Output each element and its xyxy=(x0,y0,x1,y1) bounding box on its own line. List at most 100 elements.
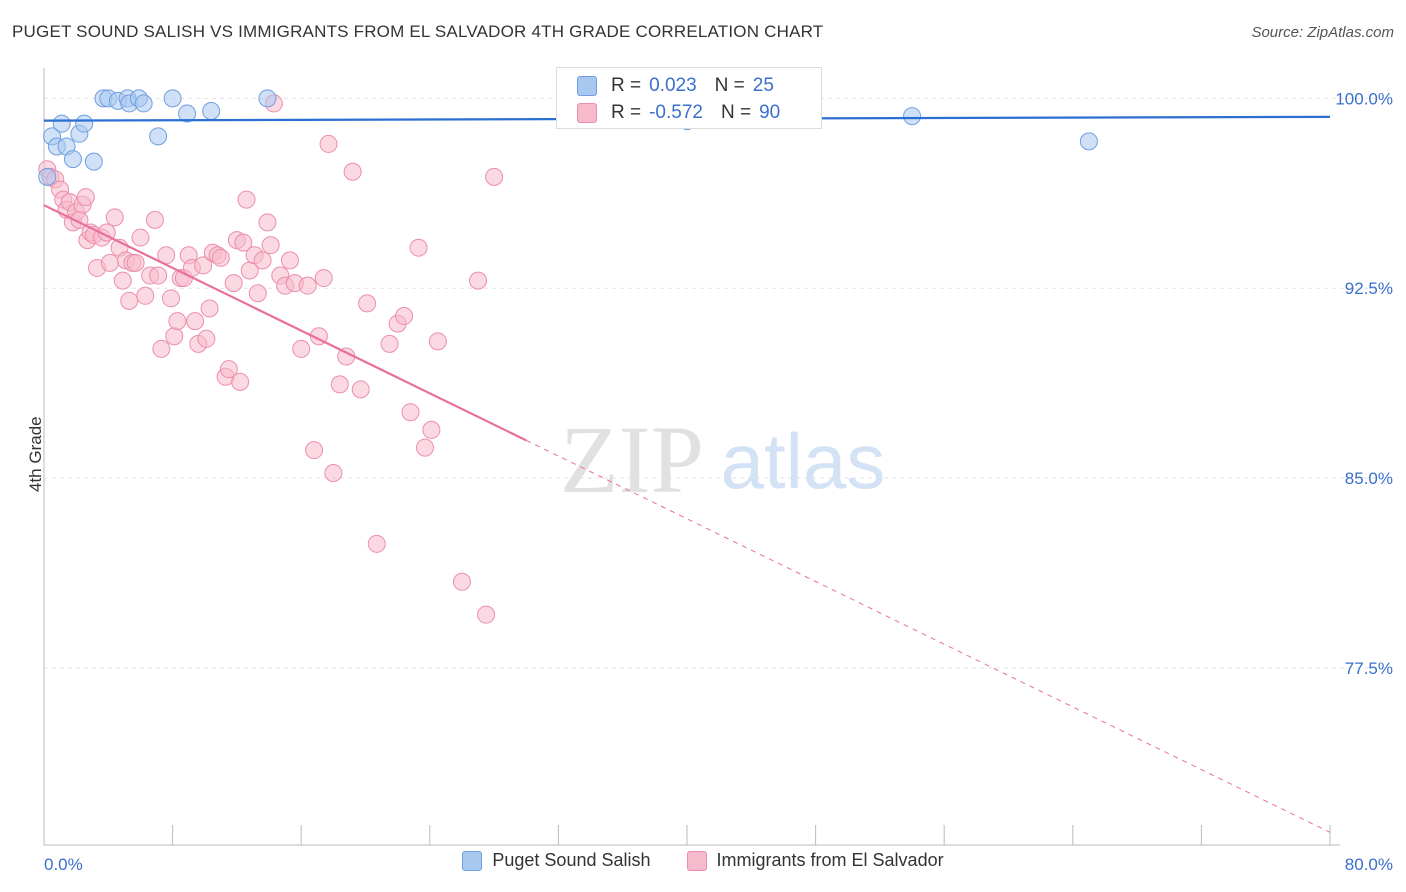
point-immigrants-el-salvador xyxy=(126,253,145,272)
trend-line-extension-immigrants-el-salvador xyxy=(526,439,1331,833)
point-immigrants-el-salvador xyxy=(428,332,447,351)
point-puget-sound-salish xyxy=(134,94,153,113)
point-immigrants-el-salvador xyxy=(409,238,428,257)
point-immigrants-el-salvador xyxy=(452,572,471,591)
point-immigrants-el-salvador xyxy=(224,274,243,293)
tick-labels: 100.0% 92.5% 85.0% 77.5% 0.0% 80.0% xyxy=(44,89,1393,874)
point-immigrants-el-salvador xyxy=(469,271,488,290)
point-immigrants-el-salvador xyxy=(161,289,180,308)
point-immigrants-el-salvador xyxy=(248,284,267,303)
legend-item-immigrants-from-el-salvador: Immigrants from El Salvador xyxy=(686,850,944,871)
point-immigrants-el-salvador xyxy=(261,236,280,255)
point-immigrants-el-salvador xyxy=(194,256,213,275)
point-immigrants-el-salvador xyxy=(219,360,238,379)
point-immigrants-el-salvador xyxy=(258,213,277,232)
point-immigrants-el-salvador xyxy=(231,372,250,391)
chart-legend: Puget Sound Salish Immigrants from El Sa… xyxy=(0,850,1406,871)
point-puget-sound-salish xyxy=(149,127,168,146)
point-immigrants-el-salvador xyxy=(168,312,187,331)
point-puget-sound-salish xyxy=(903,107,922,126)
point-immigrants-el-salvador xyxy=(330,375,349,394)
stats-row-pink: R = -0.572 N = 90 xyxy=(577,99,780,127)
point-immigrants-el-salvador xyxy=(76,188,95,207)
point-puget-sound-salish xyxy=(1079,132,1098,151)
point-immigrants-el-salvador xyxy=(314,269,333,288)
point-immigrants-el-salvador xyxy=(380,334,399,353)
point-immigrants-el-salvador xyxy=(145,210,164,229)
x-tick-label: 0.0% xyxy=(44,855,83,874)
legend-item-puget-sound-salish: Puget Sound Salish xyxy=(462,850,651,871)
point-puget-sound-salish xyxy=(84,152,103,171)
point-immigrants-el-salvador xyxy=(485,167,504,186)
point-immigrants-el-salvador xyxy=(211,248,230,267)
r-value: -0.572 xyxy=(649,102,703,123)
point-puget-sound-salish xyxy=(52,114,71,133)
stats-swatch-blue xyxy=(577,76,597,96)
point-immigrants-el-salvador xyxy=(197,329,216,348)
point-immigrants-el-salvador xyxy=(136,286,155,305)
point-immigrants-el-salvador xyxy=(477,605,496,624)
stats-row-blue: R = 0.023 N = 25 xyxy=(577,72,774,100)
point-immigrants-el-salvador xyxy=(120,291,139,310)
point-immigrants-el-salvador xyxy=(234,233,253,252)
y-tick-label: 77.5% xyxy=(1345,659,1393,678)
point-immigrants-el-salvador xyxy=(292,339,311,358)
point-puget-sound-salish xyxy=(163,89,182,108)
source-credit: Source: ZipAtlas.com xyxy=(1251,24,1394,41)
point-puget-sound-salish xyxy=(38,167,57,186)
point-immigrants-el-salvador xyxy=(237,190,256,209)
legend-swatch-blue xyxy=(462,850,483,871)
stats-swatch-pink xyxy=(577,103,597,123)
point-immigrants-el-salvador xyxy=(324,463,343,482)
point-immigrants-el-salvador xyxy=(131,228,150,247)
point-immigrants-el-salvador xyxy=(152,339,171,358)
point-immigrants-el-salvador xyxy=(298,276,317,295)
point-immigrants-el-salvador xyxy=(149,266,168,285)
point-immigrants-el-salvador xyxy=(100,253,119,272)
n-value: 25 xyxy=(752,75,774,96)
point-immigrants-el-salvador xyxy=(358,294,377,313)
point-immigrants-el-salvador xyxy=(305,441,324,460)
point-immigrants-el-salvador xyxy=(422,420,441,439)
watermark-zip: ZIP xyxy=(560,406,704,513)
legend-swatch-pink xyxy=(686,850,707,871)
n-label: N = xyxy=(720,102,752,123)
point-immigrants-el-salvador xyxy=(395,307,414,326)
point-immigrants-el-salvador xyxy=(186,312,205,331)
data-points xyxy=(38,89,1098,624)
point-immigrants-el-salvador xyxy=(165,327,184,346)
y-axis-title: 4th Grade xyxy=(26,416,45,492)
y-tick-label: 100.0% xyxy=(1335,89,1393,108)
point-immigrants-el-salvador xyxy=(319,134,338,153)
y-tick-label: 92.5% xyxy=(1345,279,1393,298)
n-value: 90 xyxy=(759,102,781,123)
point-immigrants-el-salvador xyxy=(253,251,272,270)
stats-box: R = 0.023 N = 25 R = -0.572 N = 90 xyxy=(556,67,822,129)
point-immigrants-el-salvador xyxy=(280,251,299,270)
point-immigrants-el-salvador xyxy=(401,403,420,422)
axes xyxy=(43,68,1340,846)
point-immigrants-el-salvador xyxy=(367,534,386,553)
chart-title: PUGET SOUND SALISH VS IMMIGRANTS FROM EL… xyxy=(12,22,824,41)
watermark: ZIP atlas xyxy=(560,406,885,513)
point-puget-sound-salish xyxy=(202,102,221,121)
trend-line-immigrants-el-salvador xyxy=(43,204,527,442)
point-immigrants-el-salvador xyxy=(105,208,124,227)
point-puget-sound-salish xyxy=(63,150,82,169)
point-immigrants-el-salvador xyxy=(351,380,370,399)
point-puget-sound-salish xyxy=(258,89,277,108)
point-puget-sound-salish xyxy=(75,114,94,133)
r-label: R = xyxy=(611,102,642,123)
y-tick-label: 85.0% xyxy=(1345,469,1393,488)
point-immigrants-el-salvador xyxy=(200,299,219,318)
r-value: 0.023 xyxy=(649,75,697,96)
n-label: N = xyxy=(714,75,745,96)
r-label: R = xyxy=(611,75,642,96)
watermark-atlas: atlas xyxy=(721,417,886,505)
point-immigrants-el-salvador xyxy=(343,162,362,181)
legend-label: Immigrants from El Salvador xyxy=(716,850,944,870)
x-tick-label: 80.0% xyxy=(1345,855,1393,874)
point-immigrants-el-salvador xyxy=(415,438,434,457)
point-puget-sound-salish xyxy=(178,104,197,123)
